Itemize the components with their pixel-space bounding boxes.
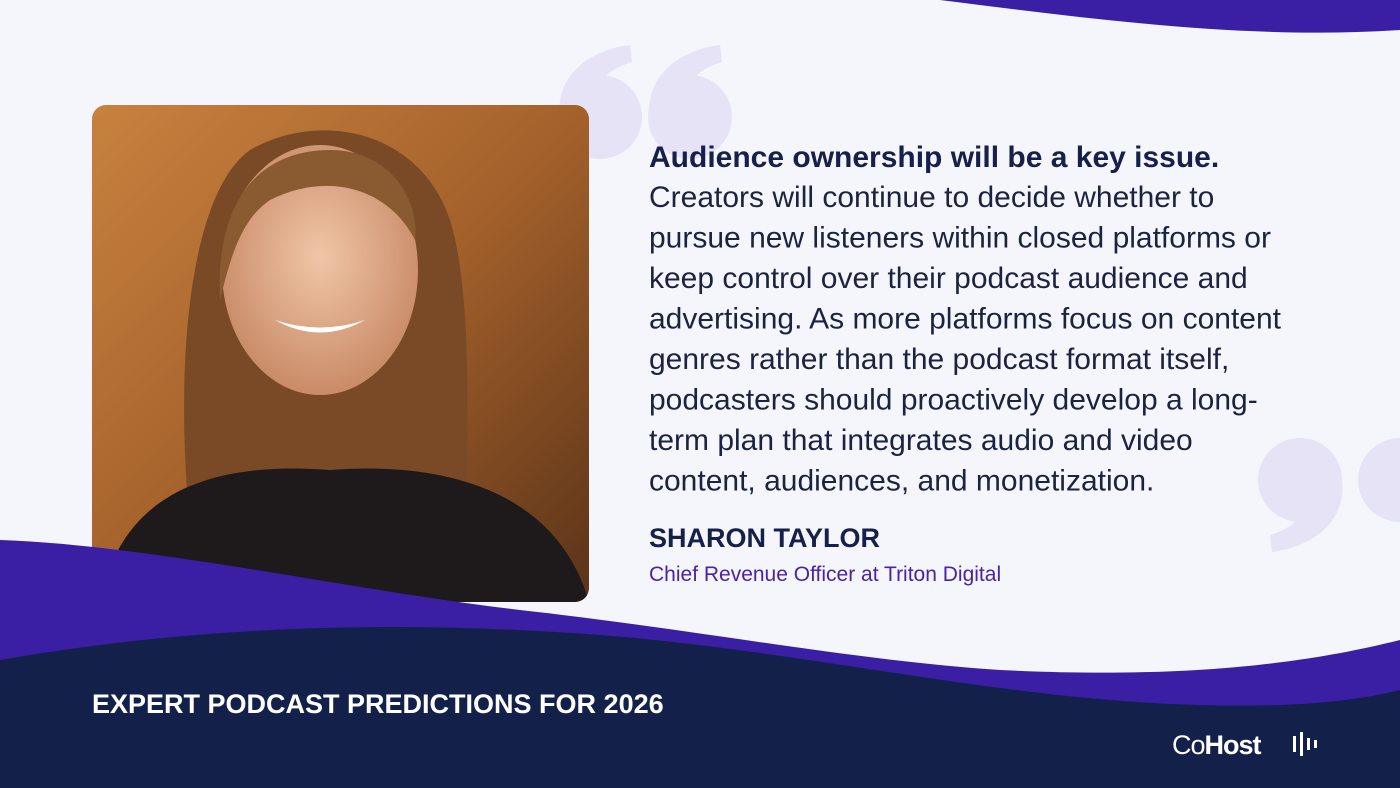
quote-line: advertising. As more platforms focus on … — [649, 303, 1282, 336]
navy-wave — [0, 627, 1400, 788]
logo-bold: Host — [1205, 730, 1262, 760]
quote-lead: Audience ownership will be a key issue. — [649, 141, 1219, 174]
quote-line: keep control over their podcast audience… — [649, 262, 1248, 295]
quote-line: podcasters should proactively develop a … — [649, 384, 1258, 417]
author-role: Chief Revenue Officer at Triton Digital — [649, 563, 1001, 586]
close-quote-mark — [1258, 438, 1400, 552]
footer-title: EXPERT PODCAST PREDICTIONS FOR 2026 — [92, 689, 664, 719]
author-name: SHARON TAYLOR — [649, 523, 880, 553]
logo-light: Co — [1172, 730, 1205, 760]
quote-line: content, audiences, and monetization. — [649, 465, 1154, 498]
quote-line: genres rather than the podcast format it… — [649, 343, 1229, 376]
portrait-photo — [92, 105, 589, 602]
quote-line: term plan that integrates audio and vide… — [649, 424, 1193, 457]
quote-line: pursue new listeners within closed platf… — [649, 222, 1271, 255]
logo: CoHost — [1172, 730, 1262, 760]
top-wave — [940, 0, 1400, 33]
quote-line: Creators will continue to decide whether… — [649, 181, 1214, 214]
logo-waveform — [1293, 732, 1317, 756]
